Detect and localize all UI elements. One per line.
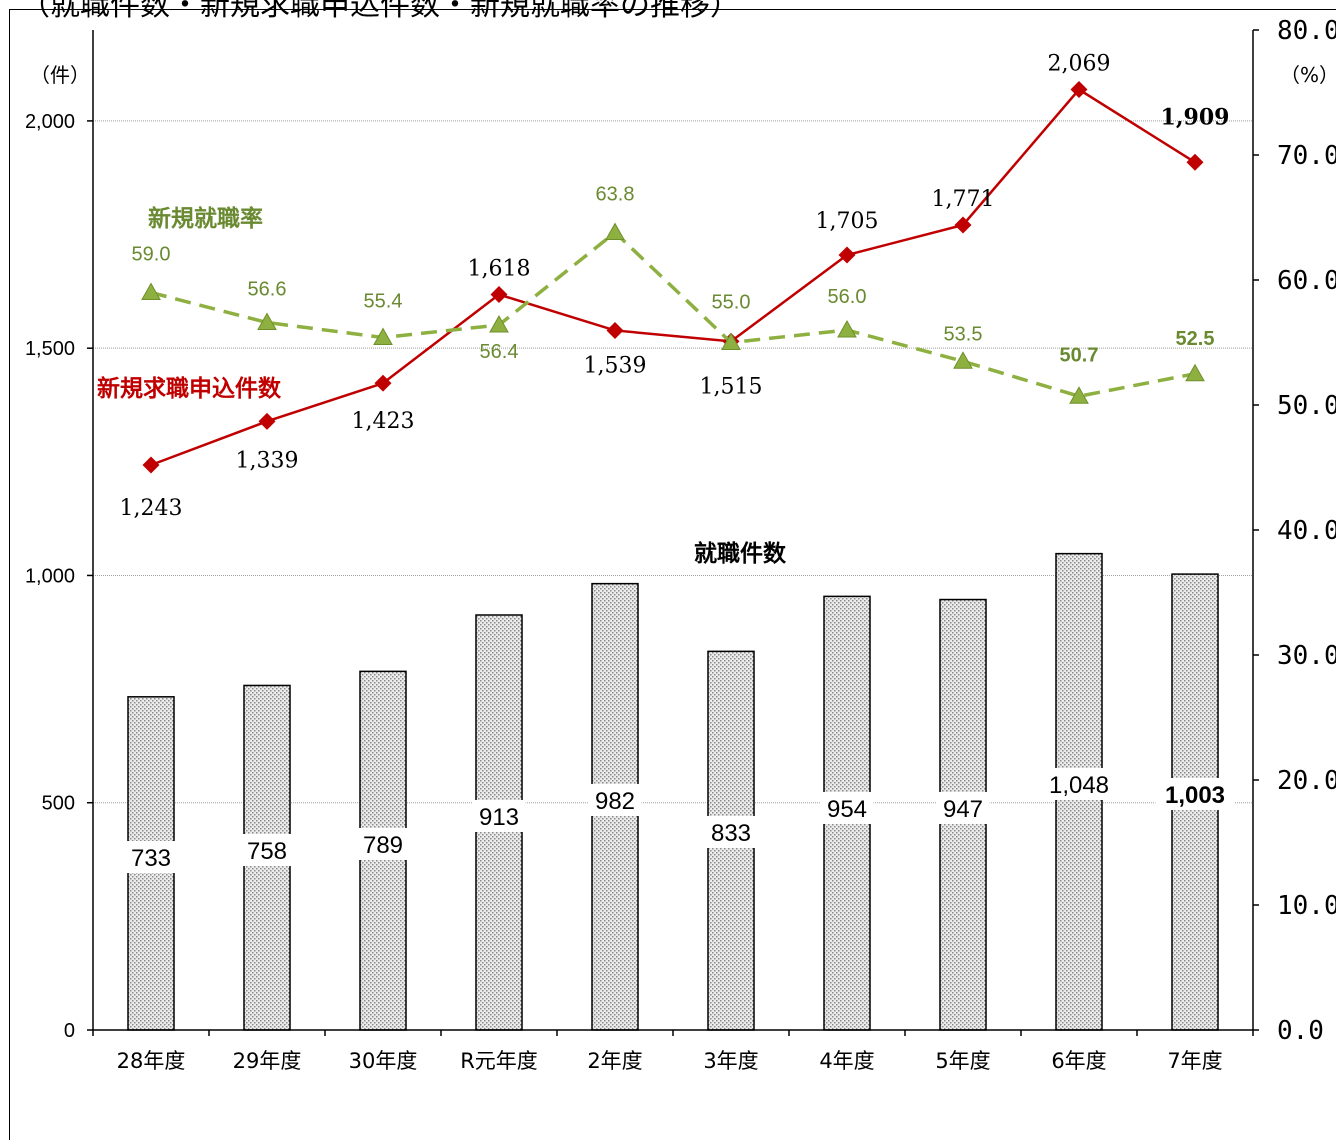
apps-value-label: 1,909 — [1161, 104, 1230, 130]
apps-value-label: 1,339 — [236, 448, 299, 473]
bar-value-label: 1,003 — [1165, 782, 1225, 809]
x-tick-label: 4年度 — [819, 1049, 874, 1073]
x-tick-label: R元年度 — [460, 1049, 538, 1073]
bar-value-label: 733 — [131, 845, 171, 872]
y-right-tick-label: 30.0 — [1277, 641, 1336, 671]
bar-value-label: 954 — [827, 796, 867, 823]
bar-label-bg — [1039, 768, 1119, 800]
apps-marker — [838, 246, 856, 264]
apps-marker — [1186, 153, 1204, 171]
bar-label-bg — [356, 828, 410, 860]
x-tick-label: 29年度 — [233, 1049, 302, 1073]
bar-value-label: 789 — [363, 832, 403, 859]
apps-value-label: 1,705 — [816, 209, 879, 234]
apps-series-label: 新規求職申込件数 — [97, 375, 282, 402]
bar-label-bg — [704, 816, 758, 848]
bar-value-label: 758 — [247, 838, 287, 865]
rate-value-label: 63.8 — [596, 184, 635, 206]
apps-value-label: 1,771 — [932, 187, 995, 212]
rate-value-label: 55.0 — [712, 292, 751, 314]
x-tick-label: 6年度 — [1051, 1049, 1106, 1073]
rate-value-label: 52.5 — [1176, 328, 1215, 350]
rate-value-label: 56.4 — [480, 341, 519, 363]
bar-label-bg — [936, 792, 990, 824]
chart-title: （就職件数・新規求職申込件数・新規就職率の推移） — [20, 0, 740, 23]
rate-marker — [1069, 386, 1089, 404]
rate-marker — [1185, 363, 1205, 382]
apps-marker — [490, 286, 508, 304]
apps-value-label: 1,618 — [468, 257, 531, 282]
y-right-tick-label: 40.0 — [1277, 516, 1336, 546]
y-left-tick-label: 500 — [42, 793, 75, 815]
bar-label-bg — [588, 784, 642, 816]
bar-series-label: 就職件数 — [694, 540, 787, 567]
y-right-tick-label: 50.0 — [1277, 391, 1336, 421]
rate-line — [150, 230, 1196, 399]
apps-value-label: 1,539 — [584, 353, 647, 378]
x-tick-label: 2年度 — [587, 1049, 642, 1073]
bar-label-bg — [240, 834, 294, 866]
rate-value-label: 53.5 — [944, 323, 983, 345]
bar-label-bg — [472, 800, 526, 832]
bar-value-label: 982 — [595, 788, 635, 815]
apps-line — [150, 87, 1196, 467]
bar-label-bg — [124, 841, 178, 873]
rate-value-label: 56.0 — [828, 286, 867, 308]
bar-label-bg — [1155, 778, 1235, 810]
x-tick-label: 3年度 — [703, 1049, 758, 1073]
bar-value-label: 947 — [943, 796, 983, 823]
rate-marker — [373, 327, 393, 345]
y-left-tick-label: 0 — [64, 1020, 75, 1042]
rate-series-label: 新規就職率 — [148, 205, 263, 232]
rate-marker — [837, 319, 857, 338]
rate-marker — [141, 282, 161, 300]
rate-value-label: 56.6 — [248, 279, 287, 301]
y-right-tick-label: 80.0 — [1277, 16, 1336, 46]
apps-marker — [374, 374, 392, 392]
bar-value-label: 913 — [479, 804, 519, 831]
rate-marker — [489, 314, 509, 333]
y-right-unit: （%） — [1280, 63, 1336, 87]
rate-marker — [605, 222, 625, 240]
apps-value-label: 1,243 — [120, 496, 183, 521]
rate-value-label: 55.4 — [364, 291, 403, 313]
x-tick-label: 5年度 — [935, 1049, 990, 1073]
x-tick-label: 30年度 — [349, 1049, 418, 1073]
apps-value-label: 2,069 — [1048, 52, 1111, 77]
bar-value-label: 833 — [711, 820, 751, 847]
y-left-tick-label: 1,500 — [25, 338, 75, 360]
x-tick-label: 7年度 — [1167, 1049, 1222, 1073]
y-left-unit: （件） — [30, 63, 90, 87]
frame — [9, 9, 1336, 1140]
rate-marker — [721, 332, 741, 350]
rate-marker — [257, 312, 277, 330]
apps-value-label: 1,515 — [700, 374, 763, 399]
y-right-tick-label: 20.0 — [1277, 766, 1336, 796]
apps-marker — [258, 412, 276, 430]
y-left-tick-label: 1,000 — [25, 565, 75, 587]
apps-value-label: 1,423 — [352, 409, 415, 434]
bar-label-bg — [820, 792, 874, 824]
rate-value-label: 50.7 — [1060, 344, 1099, 366]
apps-marker — [606, 321, 624, 339]
y-right-tick-label: 60.0 — [1277, 266, 1336, 296]
y-left-tick-label: 2,000 — [25, 111, 75, 133]
x-tick-label: 28年度 — [117, 1049, 186, 1073]
y-right-tick-label: 0.0 — [1277, 1016, 1324, 1046]
y-right-tick-label: 70.0 — [1277, 141, 1336, 171]
y-right-tick-label: 10.0 — [1277, 891, 1336, 921]
apps-marker — [142, 456, 160, 474]
rate-value-label: 59.0 — [132, 244, 171, 266]
rate-marker — [953, 351, 973, 369]
bar-value-label: 1,048 — [1049, 772, 1109, 799]
apps-marker — [954, 216, 972, 234]
